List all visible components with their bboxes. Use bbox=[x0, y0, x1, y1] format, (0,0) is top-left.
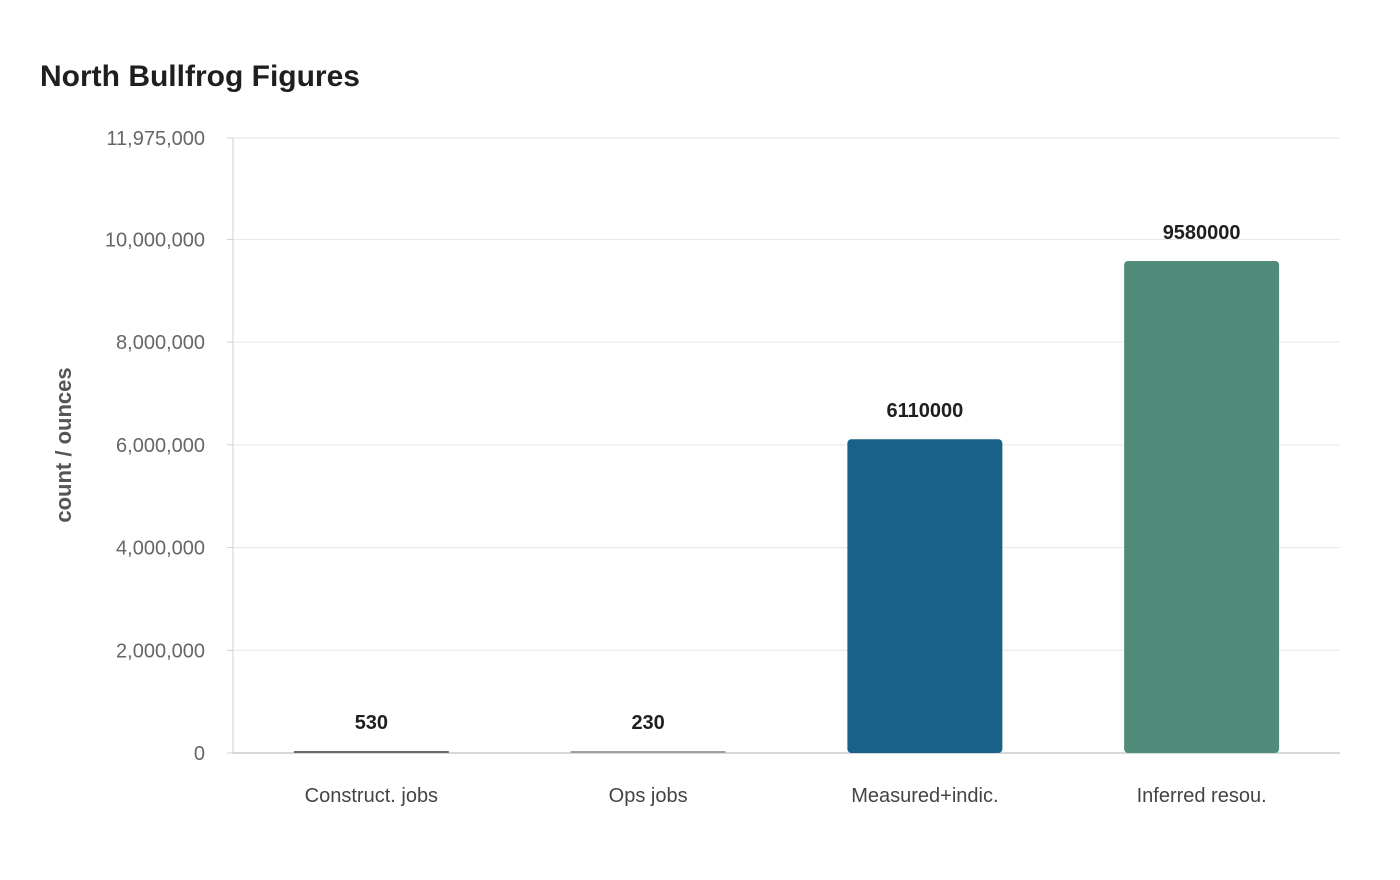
chart-title: North Bullfrog Figures bbox=[40, 60, 360, 93]
x-category-label: Inferred resou. bbox=[1137, 785, 1267, 807]
axis-layer: 0 2,000,000 4,000,000 6,000,000 8,000,000 10,… bbox=[105, 128, 1340, 765]
bar-value-label: 9580000 bbox=[1163, 222, 1241, 244]
bar bbox=[1124, 261, 1280, 753]
bar-value-label: 530 bbox=[355, 712, 388, 734]
bar bbox=[847, 439, 1003, 753]
y-axis-title: count / ounces bbox=[51, 367, 76, 522]
y-tick-label: 6,000,000 bbox=[116, 435, 205, 457]
y-tick-label: 2,000,000 bbox=[116, 640, 205, 662]
y-tick-label: 10,000,000 bbox=[105, 229, 205, 251]
y-tick-label: 4,000,000 bbox=[116, 538, 205, 560]
x-category-label: Construct. jobs bbox=[305, 785, 438, 807]
bar-value-label: 230 bbox=[631, 712, 664, 734]
label-layer: 530 Construct. jobs 230 Ops jobs 6110000 Meas… bbox=[305, 222, 1267, 807]
bar-value-label: 6110000 bbox=[886, 400, 963, 422]
bar bbox=[293, 751, 449, 753]
bar-layer bbox=[293, 261, 1280, 753]
x-category-label: Measured+indic. bbox=[851, 785, 998, 807]
bar bbox=[570, 751, 726, 753]
x-category-label: Ops jobs bbox=[609, 785, 688, 807]
grid-layer bbox=[233, 137, 1340, 651]
y-tick-label: 11,975,000 bbox=[106, 128, 205, 150]
y-tick-label: 0 bbox=[194, 743, 205, 765]
y-tick-label: 8,000,000 bbox=[116, 332, 205, 354]
